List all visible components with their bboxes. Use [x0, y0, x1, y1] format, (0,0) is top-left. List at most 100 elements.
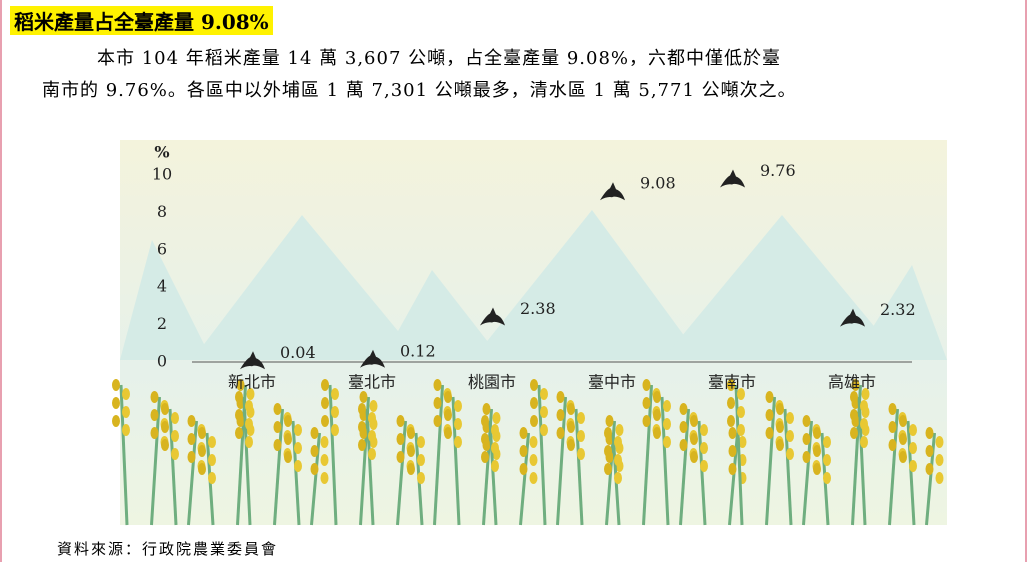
rice-grain	[481, 433, 489, 445]
rice-stalk	[906, 420, 916, 526]
rice-grain	[727, 415, 735, 427]
rice-grain	[776, 421, 784, 433]
rice-grain	[813, 427, 821, 439]
paragraph-line: 本市 104 年稻米產量 14 萬 3,607 公噸，占全臺產量 9.08%，六…	[97, 48, 782, 69]
rice-grain	[122, 388, 130, 400]
rice-grain	[850, 427, 858, 439]
rice-stalk	[857, 396, 867, 526]
rice-grain	[482, 403, 491, 415]
rice-grain	[294, 424, 302, 436]
y-axis-label: %	[154, 143, 169, 162]
rice-grain	[615, 424, 624, 436]
rice-grain	[556, 391, 565, 403]
rice-grain	[112, 415, 120, 427]
rice-stalk	[783, 408, 793, 526]
rice-grain	[653, 427, 661, 439]
rice-grain	[679, 439, 688, 451]
rice-grain	[556, 427, 565, 439]
rice-grain	[454, 418, 462, 430]
rice-grain	[519, 445, 528, 457]
rice-grain	[909, 442, 917, 454]
y-tick-label: 8	[157, 202, 167, 221]
bird-marker	[600, 182, 625, 201]
rice-grain	[235, 427, 243, 439]
rice-grain	[310, 463, 319, 475]
rice-grain	[642, 397, 651, 409]
rice-grain	[765, 391, 774, 403]
rice-grain	[823, 472, 831, 484]
rice-grain	[245, 418, 253, 430]
rice-grain	[529, 436, 538, 448]
y-tick-label: 0	[157, 352, 167, 371]
rice-grain	[198, 427, 206, 439]
rice-stalk	[365, 408, 375, 526]
rice-stalk	[642, 384, 653, 526]
rice-grain	[530, 415, 538, 427]
rice-grain	[823, 436, 831, 448]
rice-grain	[850, 409, 858, 421]
rice-grain	[433, 415, 442, 427]
rice-grain	[481, 451, 489, 463]
rice-grain	[823, 454, 831, 466]
rice-grain	[433, 379, 442, 391]
rice-grain	[899, 451, 907, 463]
data-label: 9.76	[760, 161, 796, 180]
rice-grain	[663, 400, 671, 412]
rice-grain	[198, 463, 206, 475]
rice-grain	[417, 436, 425, 448]
rice-grain	[358, 403, 366, 415]
data-label: 2.38	[520, 299, 556, 318]
rice-grain	[368, 412, 376, 424]
rice-grain	[294, 460, 302, 472]
rice-grain	[604, 463, 612, 475]
rice-grain	[577, 412, 585, 424]
rice-grain	[331, 406, 339, 418]
rice-grain	[728, 463, 737, 475]
rice-grain	[700, 442, 708, 454]
rice-grain	[519, 463, 528, 475]
rice-grain	[273, 439, 282, 451]
rice-grain	[925, 463, 934, 475]
rice-stalk	[451, 396, 461, 526]
rice-stalk	[328, 384, 338, 526]
rice-grain	[540, 424, 548, 436]
x-tick-label: 新北市	[228, 373, 276, 392]
rice-stalk	[734, 384, 744, 526]
rice-grain	[899, 415, 907, 427]
rice-grain	[321, 397, 329, 409]
rice-grain	[161, 421, 169, 433]
rice-grain	[738, 436, 747, 448]
rice-grain	[320, 436, 329, 448]
rice-grain	[407, 463, 415, 475]
bird-marker	[840, 308, 865, 327]
rice-grain	[786, 448, 794, 460]
rice-grain	[851, 379, 860, 391]
rice-stalk	[556, 396, 567, 526]
rice-grain	[530, 379, 538, 391]
source: 資料來源：行政院農業委員會	[57, 540, 279, 558]
rice-grain	[284, 451, 292, 463]
rice-grain	[358, 421, 366, 433]
rice-grain	[888, 403, 897, 415]
rice-stalk	[119, 384, 129, 526]
y-tick-label: 10	[152, 165, 172, 184]
data-label: 9.08	[640, 174, 676, 193]
rice-grain	[529, 454, 538, 466]
rice-grain	[909, 424, 917, 436]
rice-decoration	[112, 379, 944, 526]
rice-grain	[813, 463, 821, 475]
bird-marker	[240, 351, 265, 370]
rice-grain	[407, 445, 415, 457]
rice-grain	[888, 421, 897, 433]
paragraph-line: 南市的 9.76%。各區中以外埔區 1 萬 7,301 公噸最多，清水區 1 萬…	[42, 80, 797, 101]
x-tick-label: 臺南市	[708, 373, 756, 392]
rice-grain	[396, 433, 405, 445]
data-label: 0.04	[280, 343, 316, 362]
x-tick-label: 高雄市	[828, 373, 876, 392]
rice-grain	[935, 454, 944, 466]
rice-grain	[861, 388, 870, 400]
rice-stalk	[519, 432, 530, 526]
rice-grain	[273, 403, 282, 415]
rice-grain	[208, 472, 216, 484]
